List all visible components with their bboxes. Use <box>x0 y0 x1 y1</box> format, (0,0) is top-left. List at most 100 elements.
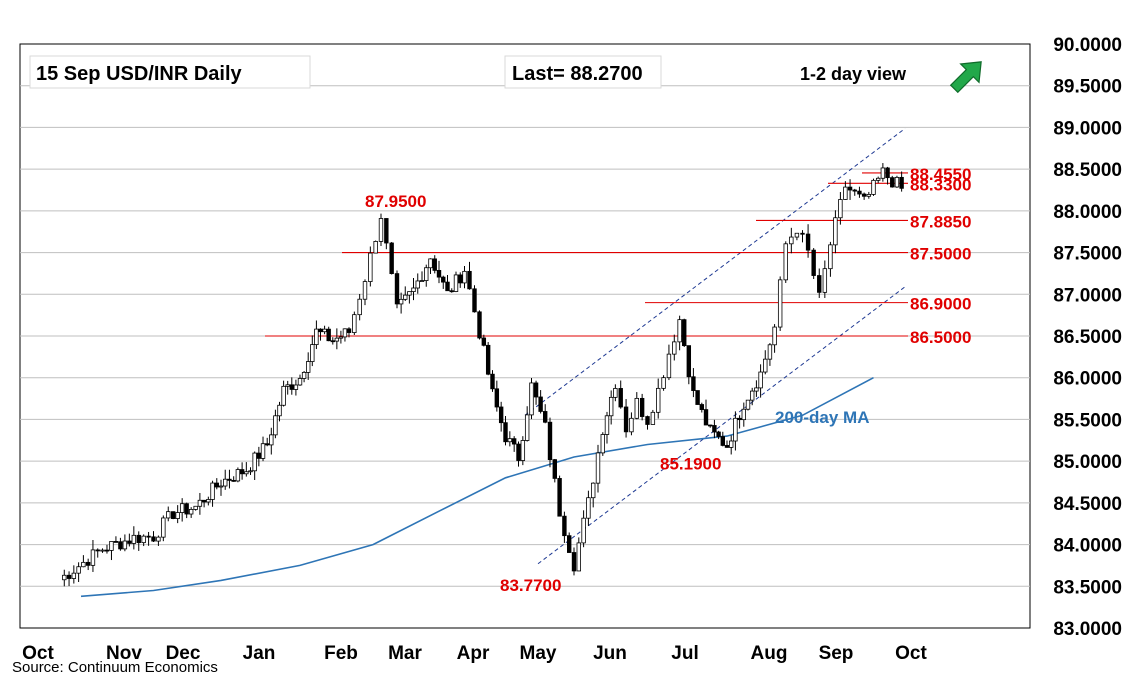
candle <box>330 340 335 343</box>
candle <box>682 319 687 347</box>
candle <box>122 540 128 550</box>
candle <box>136 534 141 544</box>
x-tick-label: Oct <box>22 643 54 664</box>
candle <box>885 167 890 179</box>
level-label: 87.5000 <box>910 245 971 264</box>
candle <box>623 406 629 433</box>
candle <box>507 438 513 443</box>
candle <box>581 517 586 544</box>
x-tick-label: Jan <box>243 643 276 664</box>
candle <box>871 179 876 195</box>
last-price-box <box>504 55 662 89</box>
ma-200-line <box>80 376 874 598</box>
candle <box>170 511 176 519</box>
candle <box>533 382 539 398</box>
candle <box>712 425 717 433</box>
view-label: 1-2 day view <box>800 64 907 84</box>
y-tick-label: 83.0000 <box>1053 619 1122 640</box>
candle <box>661 377 666 389</box>
candle <box>322 328 327 333</box>
candle <box>394 273 400 305</box>
chart-title: 15 Sep USD/INR Daily <box>36 63 243 85</box>
candle <box>777 279 783 328</box>
candle <box>754 387 759 392</box>
candle <box>326 328 331 342</box>
candle <box>843 186 848 200</box>
candle <box>890 177 895 188</box>
candle <box>338 336 344 339</box>
candle <box>498 406 504 424</box>
candle <box>260 443 266 459</box>
candle <box>666 353 672 379</box>
candle <box>817 275 822 293</box>
candle <box>76 566 81 574</box>
candle <box>346 328 352 333</box>
candle <box>201 499 207 503</box>
candle <box>273 415 278 436</box>
candle <box>639 397 645 417</box>
candle <box>352 314 357 333</box>
candle <box>595 452 601 484</box>
candle <box>618 388 623 408</box>
candle <box>857 190 862 195</box>
candle <box>745 399 751 410</box>
candle <box>264 443 270 446</box>
candle <box>389 242 394 275</box>
ma-label: 200-day MA <box>775 408 869 427</box>
last-price-label: Last= 88.2700 <box>512 63 643 85</box>
candle <box>141 535 146 544</box>
candle <box>699 404 704 410</box>
level-label: 86.9000 <box>910 295 971 314</box>
x-tick-label: Dec <box>166 643 201 664</box>
candle <box>538 396 543 412</box>
candle <box>800 232 805 235</box>
y-tick-label: 86.0000 <box>1053 369 1122 390</box>
candle <box>691 376 696 391</box>
candle <box>223 478 228 487</box>
price-annotations: 87.9500 85.1900 83.7700 <box>365 192 721 595</box>
x-tick-label: Sep <box>819 643 854 664</box>
candle <box>467 270 472 290</box>
candle <box>763 358 768 373</box>
candle <box>608 396 614 417</box>
annotation-label: 87.9500 <box>365 192 426 211</box>
candle <box>783 243 788 281</box>
candle <box>861 193 867 197</box>
candle <box>524 414 530 441</box>
candle <box>613 388 618 398</box>
candle <box>729 440 734 448</box>
candle <box>716 431 721 437</box>
candle <box>85 561 91 566</box>
candle <box>750 390 755 401</box>
candle <box>847 186 853 191</box>
candle <box>269 434 274 446</box>
level-label: 86.5000 <box>910 328 971 347</box>
candle <box>758 371 763 389</box>
x-tick-label: Mar <box>388 643 422 664</box>
candle <box>231 479 236 482</box>
y-tick-label: 90.0000 <box>1053 35 1122 56</box>
candle <box>634 397 639 419</box>
level-label: 87.8850 <box>910 212 971 231</box>
candle <box>511 438 517 445</box>
candle <box>71 572 77 579</box>
candle <box>407 291 412 296</box>
candle <box>411 287 416 293</box>
x-tick-label: Jun <box>593 643 627 664</box>
candle <box>277 404 282 417</box>
candle <box>239 469 245 475</box>
candle <box>227 478 232 481</box>
trend-channel <box>524 128 906 565</box>
candle <box>567 535 572 553</box>
candle <box>767 344 773 360</box>
candle <box>256 452 262 459</box>
candle <box>342 328 348 338</box>
candle <box>436 270 442 278</box>
candle <box>109 541 114 551</box>
candle <box>104 549 110 552</box>
candle <box>285 384 290 387</box>
candle <box>289 384 294 390</box>
candle <box>894 176 900 188</box>
y-tick-label: 85.0000 <box>1053 452 1122 473</box>
